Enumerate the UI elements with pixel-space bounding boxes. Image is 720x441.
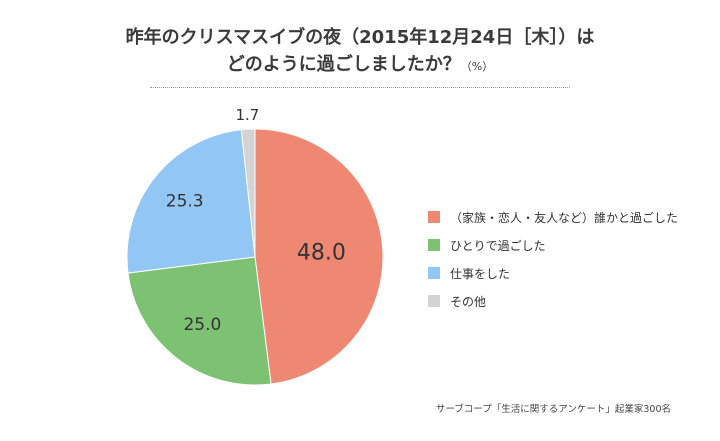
- pie-slice-0: [254, 128, 384, 385]
- chart-title: 昨年のクリスマスイブの夜（2015年12月24日［木］）は どのように過ごしまし…: [0, 24, 720, 80]
- title-line-1: 昨年のクリスマスイブの夜（2015年12月24日［木］）は: [125, 27, 595, 48]
- legend-item-2: 仕事をした: [428, 259, 678, 287]
- title-line-2-text: どのように過ごしましたか？: [226, 54, 461, 75]
- title-line-2: どのように過ごしましたか？（%）: [0, 51, 720, 80]
- pie-slice-1: [127, 256, 272, 386]
- legend-swatch-2: [428, 267, 440, 279]
- pie-slice-2: [126, 129, 256, 274]
- legend-swatch-3: [428, 295, 440, 307]
- legend-label-3: その他: [450, 294, 487, 309]
- title-divider: [150, 87, 570, 88]
- legend-item-3: その他: [428, 287, 678, 315]
- pie-label-0: 48.0: [297, 240, 346, 265]
- pie-slice-3: [240, 128, 256, 258]
- legend-item-1: ひとりで過ごした: [428, 231, 678, 259]
- pie-label-2: 25.3: [166, 191, 204, 211]
- pie-label-1: 25.0: [183, 315, 221, 335]
- legend-swatch-1: [428, 239, 440, 251]
- chart-legend: （家族・恋人・友人など）誰かと過ごした ひとりで過ごした 仕事をしたその他: [428, 203, 678, 315]
- legend-label-2: 仕事をした: [450, 266, 511, 281]
- pie-slices: [126, 128, 384, 386]
- source-note: サーブコープ「生活に関するアンケート」起業家300名: [435, 404, 671, 415]
- legend-swatch-0: [428, 211, 440, 223]
- title-unit: （%）: [460, 60, 494, 73]
- legend-label-1: ひとりで過ごした: [450, 238, 546, 253]
- legend-label-0: （家族・恋人・友人など）誰かと過ごした: [450, 210, 679, 225]
- pie-label-3: 1.7: [235, 106, 259, 124]
- legend-item-0: （家族・恋人・友人など）誰かと過ごした: [428, 203, 678, 231]
- pie-labels: 48.0 25.0 25.3 1.7: [166, 106, 346, 335]
